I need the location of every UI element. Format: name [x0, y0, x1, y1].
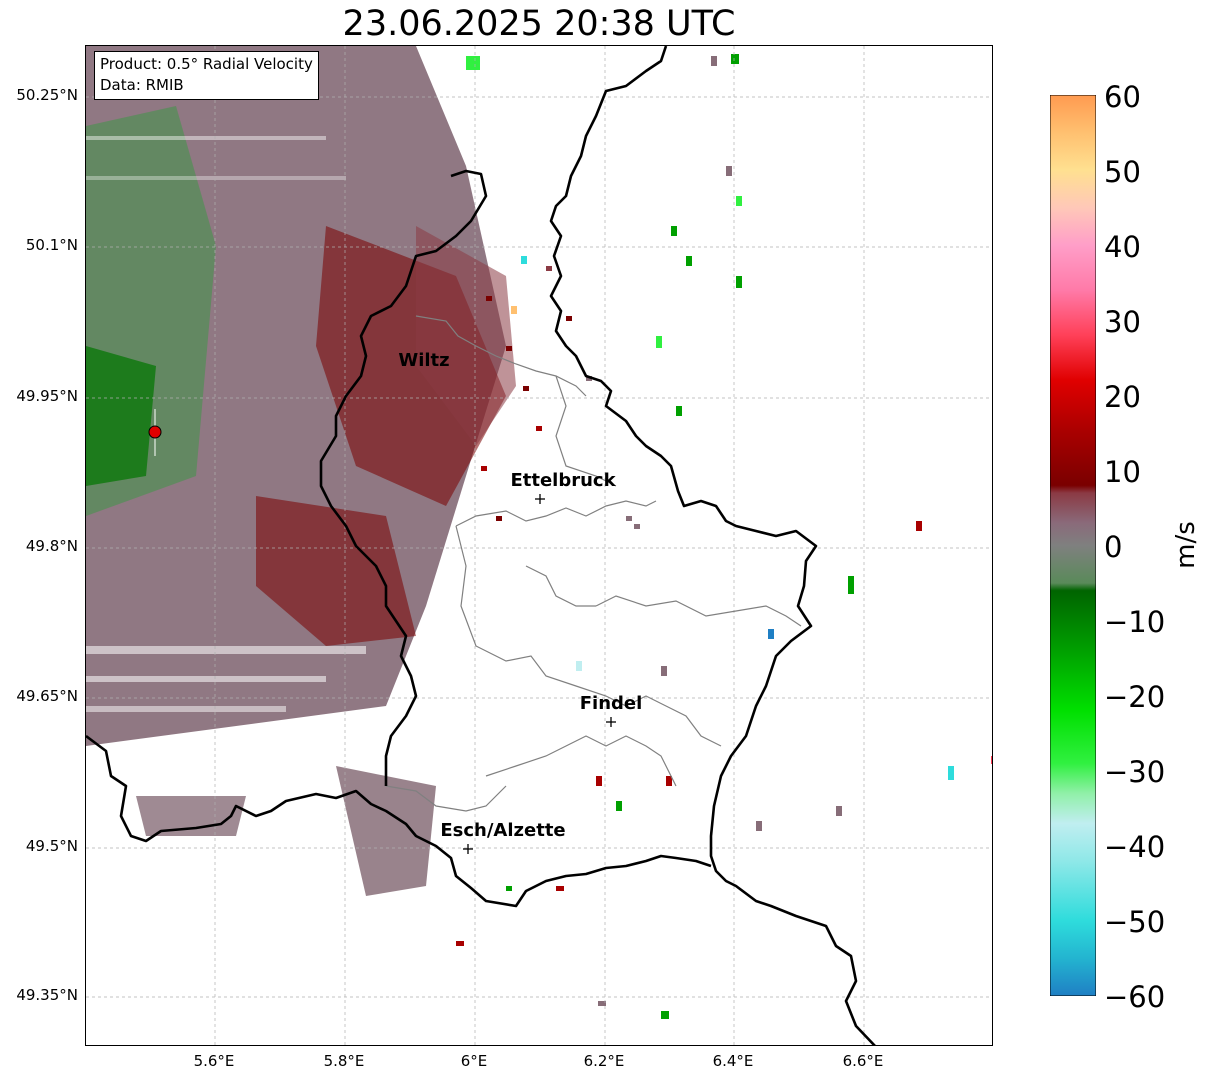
lat-label: 50.25°N: [16, 86, 78, 104]
colorbar-tick: −20: [1104, 680, 1166, 714]
radar-speckles: [456, 54, 992, 1019]
lon-label: 6.4°E: [712, 1052, 754, 1070]
city-label-findel: Findel: [579, 693, 643, 714]
city-label-esch-alzette: Esch/Alzette: [440, 820, 566, 841]
lat-label: 49.95°N: [16, 387, 78, 405]
product-info-box: Product: 0.5° Radial Velocity Data: RMIB: [94, 51, 319, 100]
lon-label: 5.8°E: [323, 1052, 365, 1070]
colorbar: [1050, 95, 1096, 996]
lon-label: 6.2°E: [583, 1052, 625, 1070]
colorbar-tick: −50: [1104, 905, 1166, 939]
data-source-label: Data: RMIB: [100, 76, 184, 94]
canton-boundaries: [385, 315, 802, 812]
colorbar-tick: 10: [1104, 455, 1141, 489]
colorbar-tick: −10: [1104, 605, 1166, 639]
map-title: 23.06.2025 20:38 UTC: [342, 4, 736, 44]
city-markers: [463, 494, 616, 854]
lat-label: 49.35°N: [16, 986, 78, 1004]
colorbar-tick: 30: [1104, 305, 1141, 339]
product-label: Product: 0.5° Radial Velocity: [100, 55, 313, 73]
lon-label: 6°E: [460, 1052, 488, 1070]
radar-site-marker: [148, 409, 162, 456]
map-canvas: [86, 46, 992, 1045]
country-borders: [86, 46, 876, 1045]
lat-label: 49.5°N: [25, 837, 78, 855]
colorbar-tick: 0: [1104, 530, 1123, 564]
city-label-wiltz: Wiltz: [398, 350, 450, 371]
colorbar-tick: −60: [1104, 980, 1166, 1014]
colorbar-unit-label: m/s: [1171, 521, 1201, 569]
colorbar-tick: 50: [1104, 155, 1141, 189]
radar-echo-field: [86, 46, 516, 896]
lat-label: 49.8°N: [25, 537, 78, 555]
colorbar-tick: −40: [1104, 830, 1166, 864]
lon-label: 6.6°E: [842, 1052, 884, 1070]
colorbar-tick: −30: [1104, 755, 1166, 789]
city-label-ettelbruck: Ettelbruck: [510, 470, 616, 491]
colorbar-tick: 40: [1104, 230, 1141, 264]
colorbar-tick: 20: [1104, 380, 1141, 414]
lon-label: 5.6°E: [193, 1052, 235, 1070]
lat-label: 50.1°N: [25, 236, 78, 254]
radar-map[interactable]: [85, 45, 993, 1046]
lat-label: 49.65°N: [16, 687, 78, 705]
colorbar-tick: 60: [1104, 80, 1141, 114]
